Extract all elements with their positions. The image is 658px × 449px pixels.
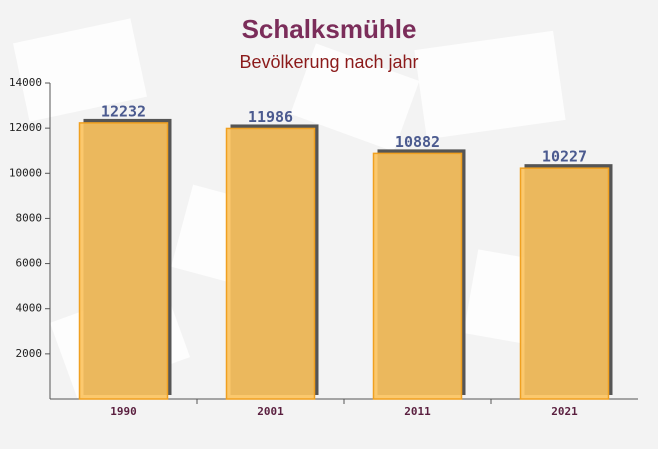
chart-subtitle: Bevölkerung nach jahr [239,52,418,72]
bar [519,167,610,400]
y-tick-label: 2000 [16,347,43,360]
y-tick-label: 8000 [16,211,43,224]
y-tick-label: 12000 [9,121,42,134]
x-tick-label: 2021 [551,405,578,418]
x-tick-label: 1990 [110,405,137,418]
x-tick-label: 2011 [404,405,431,418]
bar [225,127,316,400]
chart-title: Schalksmühle [242,14,417,44]
y-tick-label: 4000 [16,302,43,315]
y-tick-label: 6000 [16,257,43,270]
value-label: 11986 [248,108,293,126]
value-label: 12232 [101,102,146,120]
bar [372,152,463,400]
bar [78,122,169,400]
x-tick-label: 2001 [257,405,284,418]
value-label: 10882 [395,133,440,151]
value-label: 10227 [542,148,587,166]
y-tick-label: 10000 [9,166,42,179]
y-tick-label: 14000 [9,76,42,89]
